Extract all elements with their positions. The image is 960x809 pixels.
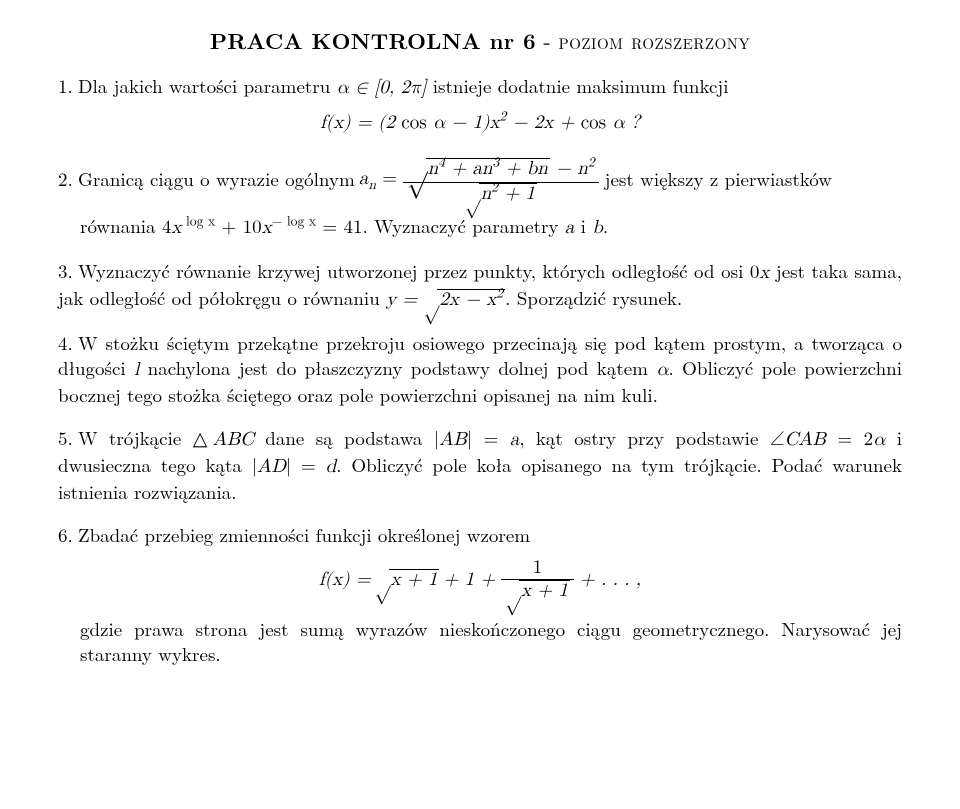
sqrt-icon: √n2 + 1: [465, 183, 537, 205]
p2-an-sub: n: [368, 178, 376, 192]
p1-text-b: istnieje dodatnie maksimum funkcji: [426, 72, 728, 99]
p1-alpha-range: α ∈ [0, 2π]: [337, 78, 427, 97]
p2-line2-c: = 41. Wyznaczyć parametry: [316, 212, 565, 239]
title-dash: -: [536, 25, 559, 56]
p1-equation: f(x) = (2 cos α − 1)x2 − 2x + cos α ?: [58, 110, 902, 135]
p5-alpha: α: [873, 430, 885, 449]
p5-cab: CAB: [785, 430, 826, 449]
p2-line2: równania 4x log x + 10x− log x = 41. Wyz…: [58, 213, 902, 240]
p1-cos1: cos: [395, 113, 433, 132]
p1-eq-lhs: f(x) = (2: [320, 113, 395, 132]
p1-eq-mid: α − 1)x: [433, 113, 500, 132]
p3-x: x: [759, 263, 769, 282]
p6-fraction: 1 √x + 1: [501, 557, 574, 602]
item-number: 5.: [58, 425, 78, 450]
problem-6: 6.Zbadać przebieg zmienności funkcji okr…: [58, 522, 902, 666]
p1-cos2: cos: [581, 113, 613, 132]
p6-eq-lhs: f(x) =: [319, 567, 371, 592]
p2-line2-b: + 10: [215, 212, 261, 239]
p6-plus1: + 1 +: [443, 567, 495, 592]
angle-icon: ∠: [770, 430, 785, 449]
p2-exp2: − log x: [272, 214, 316, 228]
problem-5: 5.W trójkącie △ABC dane są podstawa |AB|…: [58, 425, 902, 504]
p5-text-c: | =: [467, 424, 510, 451]
sqrt-icon: √2x − x2: [424, 287, 506, 312]
sqrt-icon: √n4 + an3 + bn: [407, 153, 550, 181]
p2-line2-a: równania 4: [80, 212, 171, 239]
p6-frac-num: 1: [501, 557, 574, 580]
p2-eq: =: [376, 169, 397, 188]
p5-ad: AD: [257, 457, 286, 476]
p2-row: 2.Granicą ciągu o wyrazie ogólnym an = √…: [58, 153, 832, 204]
p2-dot: .: [603, 212, 608, 239]
p2-num-minus: − n: [550, 159, 588, 178]
p1-text-a: Dla jakich wartości parametru: [78, 72, 337, 99]
item-number: 2.: [58, 166, 78, 191]
p2-exp1: log x: [181, 214, 215, 228]
p3-text-c: . Sporządzić rysunek.: [505, 284, 682, 311]
p5-text-g: | =: [286, 451, 326, 478]
problems-list: 1.Dla jakich wartości parametru α ∈ [0, …: [58, 73, 902, 666]
p4-text-b: nachylona jest do płaszczyzny podstawy d…: [139, 354, 656, 381]
p6-tail: + . . . ,: [580, 567, 641, 592]
p3-text-a: Wyznaczyć równanie krzywej utworzonej pr…: [78, 257, 759, 284]
p2-b: b: [592, 218, 603, 237]
p2-x1: x: [171, 218, 181, 237]
p2-a: a: [565, 218, 575, 237]
page: PRACA KONTROLNA nr 6 - poziom rozszerzon…: [0, 0, 960, 809]
item-number: 4.: [58, 330, 78, 355]
item-number: 1.: [58, 73, 78, 98]
p2-an: a: [359, 169, 369, 188]
p5-text-d: , kąt ostry przy podstawie: [519, 424, 770, 451]
p6-text-b: gdzie prawa strona jest sumą wyrazów nie…: [58, 616, 902, 666]
p2-text-b: jest większy z pierwiastków: [605, 166, 832, 191]
p2-text-a: Granicą ciągu o wyrazie ogólnym: [78, 165, 355, 192]
p5-text-a: W trójkącie △: [78, 424, 212, 451]
p5-abc: ABC: [212, 430, 253, 449]
problem-2: 2.Granicą ciągu o wyrazie ogólnym an = √…: [58, 153, 902, 239]
p6-text-a: Zbadać przebieg zmienności funkcji okreś…: [78, 521, 530, 548]
p2-x2: x: [262, 218, 272, 237]
document-title: PRACA KONTROLNA nr 6 - poziom rozszerzon…: [58, 26, 902, 55]
p5-d: d: [326, 457, 337, 476]
p3-eq-lhs: y =: [386, 290, 423, 309]
p1-eq-rest: − 2x +: [506, 113, 580, 132]
item-number: 3.: [58, 258, 78, 283]
title-smallcaps: poziom rozszerzony: [558, 25, 750, 56]
p1-eq-alpha: α ?: [612, 113, 639, 132]
sqrt-icon: √x + 1: [505, 580, 570, 602]
title-bold: PRACA KONTROLNA nr 6: [210, 25, 536, 56]
problem-4: 4.W stożku ściętym przekątne przekroju o…: [58, 330, 902, 407]
p5-ab: AB: [439, 430, 467, 449]
problem-1: 1.Dla jakich wartości parametru α ∈ [0, …: [58, 73, 902, 135]
p2-fraction: √n4 + an3 + bn − n2 √n2 + 1: [403, 153, 599, 204]
problem-3: 3.Wyznaczyć równanie krzywej utworzonej …: [58, 258, 902, 312]
p4-alpha: α: [656, 360, 668, 379]
p6-equation: f(x) = √x + 1 + 1 + 1 √x + 1 + . . . ,: [58, 557, 902, 602]
p5-text-e: = 2: [826, 424, 873, 451]
sqrt-icon: √x + 1: [375, 567, 440, 592]
p2-and: i: [574, 212, 592, 239]
p5-a: a: [510, 430, 520, 449]
item-number: 6.: [58, 522, 78, 547]
p5-text-b: dane są podstawa |: [254, 424, 439, 451]
